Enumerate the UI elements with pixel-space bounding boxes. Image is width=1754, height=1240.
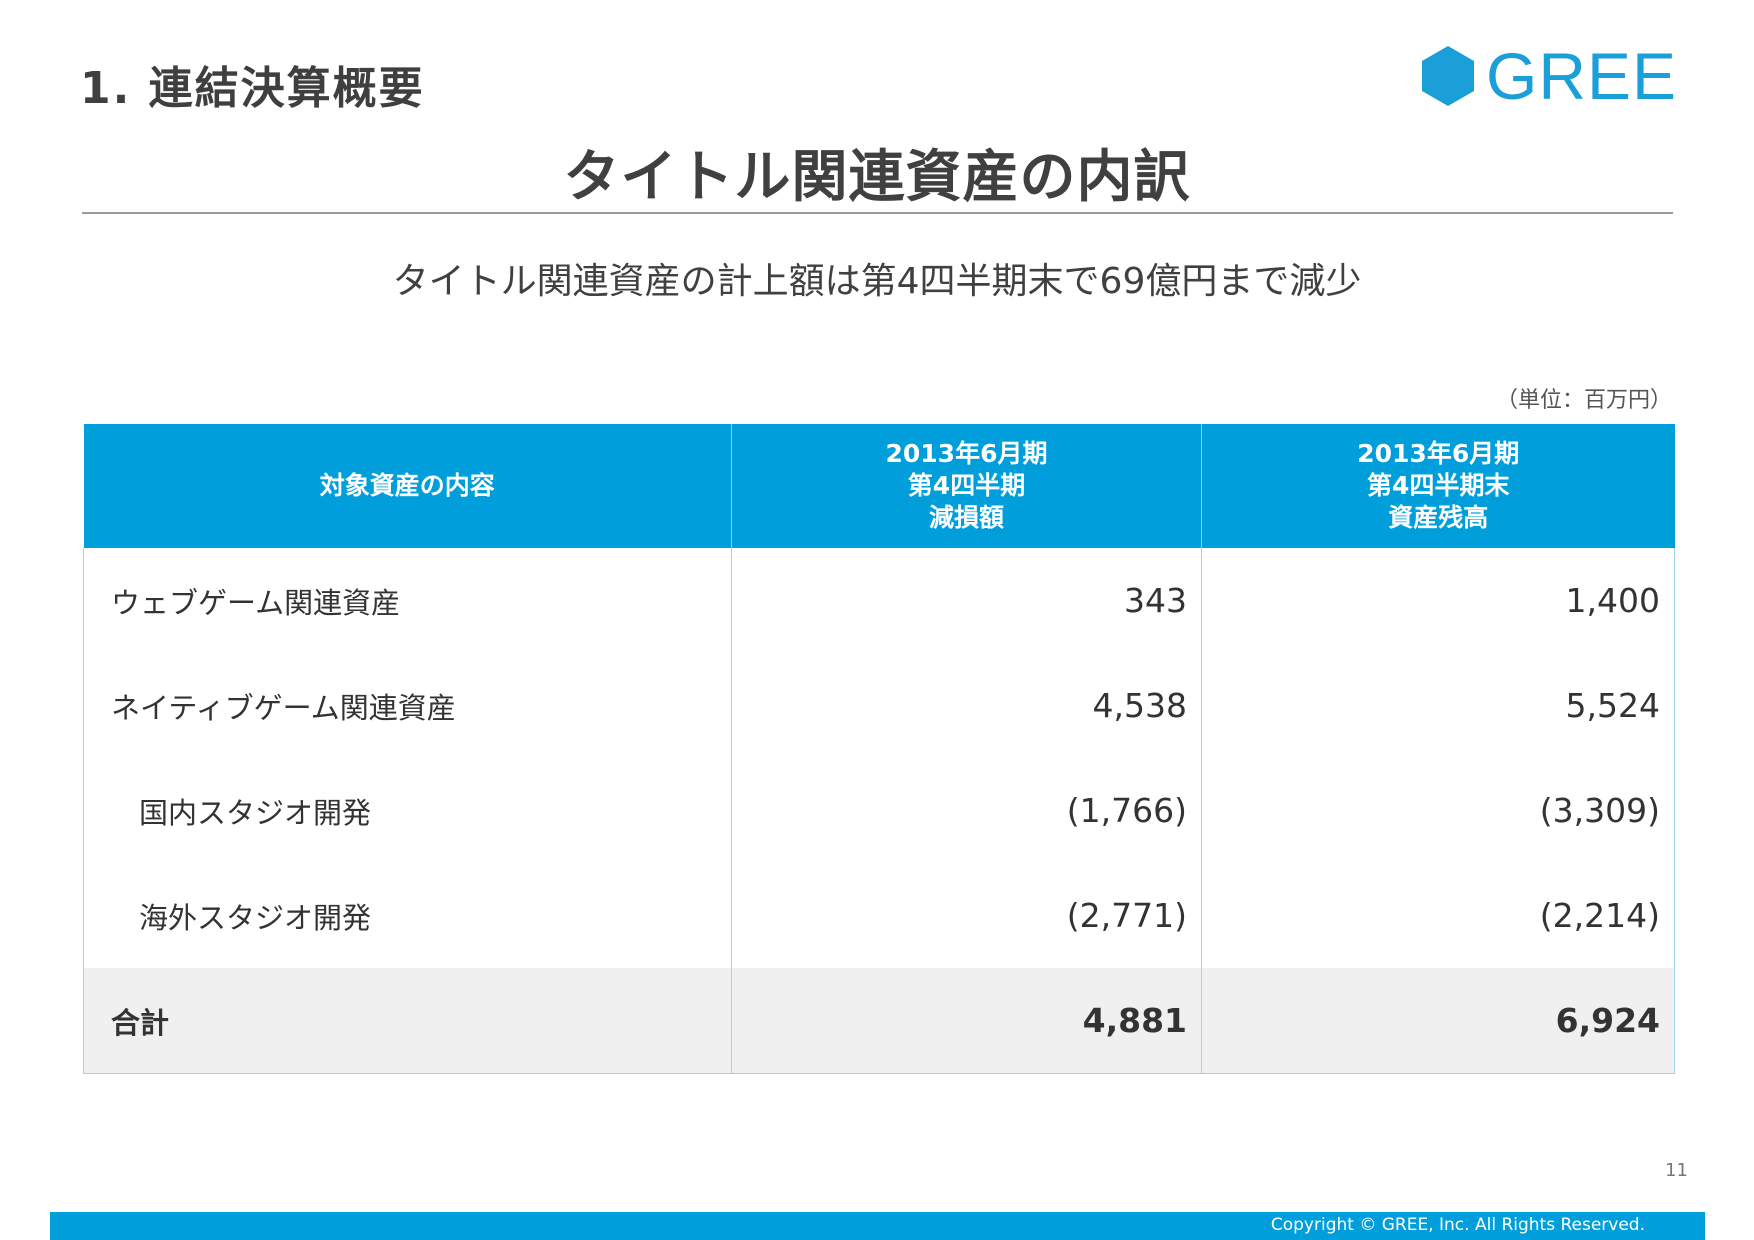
row-impairment: 4,538 <box>731 653 1202 758</box>
row-balance: (3,309) <box>1201 758 1675 863</box>
hexagon-icon <box>1422 46 1474 106</box>
row-balance: 1,400 <box>1201 548 1675 653</box>
footer-bar: Copyright © GREE, Inc. All Rights Reserv… <box>50 1212 1705 1240</box>
section-title: 1. 連結決算概要 <box>80 63 425 114</box>
table-header-row: 対象資産の内容 2013年6月期 第4四半期 減損額 2013年6月期 第4四半… <box>83 424 1675 548</box>
header-line: 第4四半期 <box>907 471 1026 500</box>
page-number: 11 <box>1665 1160 1688 1181</box>
header-line: 第4四半期末 <box>1367 471 1510 500</box>
table-total-row: 合計 4,881 6,924 <box>83 968 1675 1074</box>
row-balance: (2,214) <box>1201 863 1675 968</box>
gree-logo: GREE <box>1420 40 1677 112</box>
title-assets-table: 対象資産の内容 2013年6月期 第4四半期 減損額 2013年6月期 第4四半… <box>83 424 1675 1074</box>
total-balance: 6,924 <box>1201 968 1675 1074</box>
row-label: ウェブゲーム関連資産 <box>83 548 732 653</box>
unit-label: （単位：百万円） <box>1495 388 1672 413</box>
header-impairment: 2013年6月期 第4四半期 減損額 <box>731 424 1202 548</box>
table-row: 海外スタジオ開発 (2,771) (2,214) <box>83 863 1675 968</box>
row-label: 国内スタジオ開発 <box>83 758 732 863</box>
header-asset-content: 対象資産の内容 <box>83 424 732 548</box>
copyright-text: Copyright © GREE, Inc. All Rights Reserv… <box>1270 1215 1645 1235</box>
table-row: ウェブゲーム関連資産 343 1,400 <box>83 548 1675 653</box>
row-label: 海外スタジオ開発 <box>83 863 732 968</box>
row-impairment: 343 <box>731 548 1202 653</box>
logo-text: GREE <box>1486 39 1678 113</box>
header-balance: 2013年6月期 第4四半期末 資産残高 <box>1201 424 1675 548</box>
page-subtitle: タイトル関連資産の計上額は第4四半期末で69億円まで減少 <box>392 261 1362 302</box>
header-line: 減損額 <box>928 503 1004 532</box>
row-impairment: (2,771) <box>731 863 1202 968</box>
total-label: 合計 <box>83 968 732 1074</box>
title-divider <box>82 212 1673 214</box>
row-balance: 5,524 <box>1201 653 1675 758</box>
header-line: 資産残高 <box>1388 503 1489 532</box>
table-row: 国内スタジオ開発 (1,766) (3,309) <box>83 758 1675 863</box>
page-title: タイトル関連資産の内訳 <box>563 145 1191 210</box>
header-line: 2013年6月期 <box>885 439 1048 468</box>
total-impairment: 4,881 <box>731 968 1202 1074</box>
header-line: 2013年6月期 <box>1357 439 1520 468</box>
table-row: ネイティブゲーム関連資産 4,538 5,524 <box>83 653 1675 758</box>
header-line: 対象資産の内容 <box>319 471 495 500</box>
row-label: ネイティブゲーム関連資産 <box>83 653 732 758</box>
row-impairment: (1,766) <box>731 758 1202 863</box>
